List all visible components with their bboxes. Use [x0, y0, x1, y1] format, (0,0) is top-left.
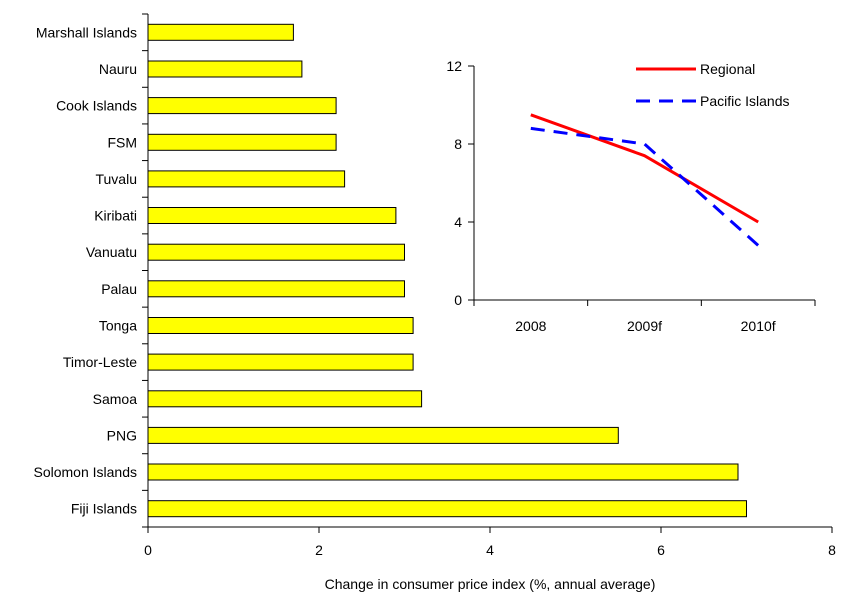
inset-x-tick-label-2010f: 2010f: [741, 318, 776, 334]
x-tick-label: 6: [657, 542, 665, 558]
series-line-regional: [530, 113, 759, 224]
inset-y-tick-label: 0: [454, 292, 462, 308]
bar-nauru: [147, 60, 303, 78]
bar-fiji-islands: [147, 500, 747, 518]
category-label-png: PNG: [107, 427, 137, 443]
bar-chart: Marshall Islands Nauru Cook Islands FSM Tuva…: [33, 13, 836, 592]
category-label-tonga: Tonga: [99, 318, 137, 334]
category-label-kiribati: Kiribati: [94, 208, 137, 224]
bar-tonga: [147, 317, 414, 334]
inset-y-ticks: 0 4 8 12: [446, 58, 474, 308]
legend-label-pacific-islands: Pacific Islands: [700, 93, 789, 109]
inset-legend: Regional Pacific Islands: [636, 61, 789, 109]
bar-samoa: [147, 390, 423, 408]
bar-x-axis-title: Change in consumer price index (%, annua…: [325, 576, 656, 592]
category-label-nauru: Nauru: [99, 61, 137, 77]
category-label-vanuatu: Vanuatu: [86, 244, 137, 260]
inset-y-tick-label: 12: [446, 58, 462, 74]
bar-solomon-islands: [147, 463, 739, 481]
inset-x-tick-label-2008: 2008: [515, 318, 546, 334]
bar-marshall-islands: [147, 23, 294, 41]
category-label-tuvalu: Tuvalu: [95, 171, 137, 187]
inset-y-tick-label: 4: [454, 214, 462, 230]
bar-png: [147, 426, 619, 444]
x-tick-label: 8: [828, 542, 836, 558]
bar-cook-islands: [147, 97, 337, 115]
bar-tuvalu: [147, 170, 346, 188]
series-line-pacific-islands: [530, 126, 760, 247]
category-label-palau: Palau: [101, 281, 137, 297]
inset-series-lines: [530, 113, 760, 247]
category-label-marshall-islands: Marshall Islands: [36, 24, 137, 40]
category-label-fiji-islands: Fiji Islands: [71, 501, 137, 517]
bar-x-ticks: 0 2 4 6 8: [144, 527, 836, 558]
bar-fsm: [147, 133, 337, 151]
inset-line-chart: 0 4 8 12 2008 2009f 2010f Regional Pacific Isl…: [420, 40, 825, 340]
bar-vanuatu: [147, 243, 405, 261]
bar-timor-leste: [147, 353, 414, 371]
category-label-cook-islands: Cook Islands: [56, 98, 137, 114]
x-tick-label: 4: [486, 542, 494, 558]
category-label-solomon-islands: Solomon Islands: [33, 464, 137, 480]
category-label-timor-leste: Timor-Leste: [63, 354, 137, 370]
category-label-fsm: FSM: [107, 134, 137, 150]
legend-label-regional: Regional: [700, 61, 755, 77]
inset-x-ticks: 2008 2009f 2010f: [473, 300, 816, 334]
bar-kiribati: [147, 207, 397, 224]
bar-palau: [147, 280, 405, 298]
bar-category-labels: Marshall Islands Nauru Cook Islands FSM Tuva…: [33, 13, 148, 528]
inset-x-tick-label-2009f: 2009f: [627, 318, 662, 334]
x-tick-label: 0: [144, 542, 152, 558]
category-label-samoa: Samoa: [93, 391, 138, 407]
inset-background: [420, 40, 825, 340]
inset-y-tick-label: 8: [454, 136, 462, 152]
x-tick-label: 2: [315, 542, 323, 558]
